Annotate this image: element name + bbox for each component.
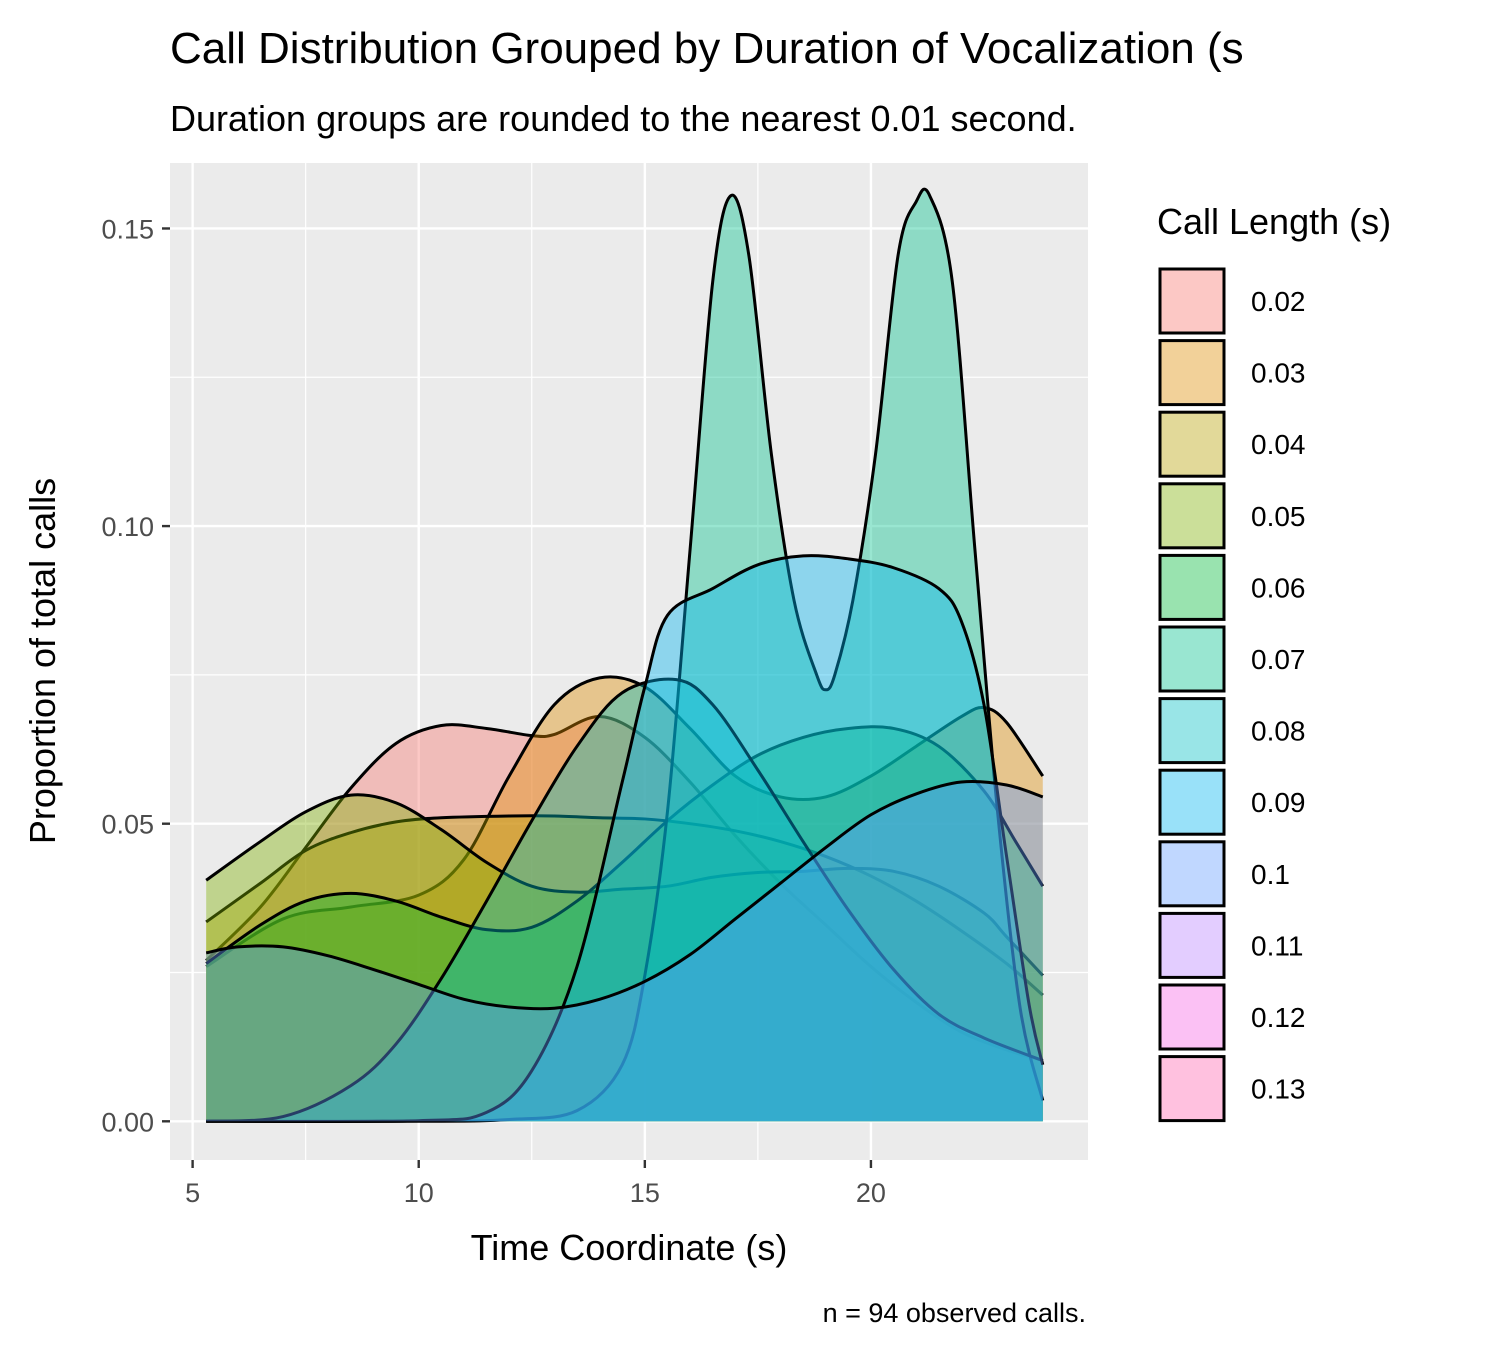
legend-swatch-0-13 [1158,1055,1226,1123]
density-line-0-08 [206,677,1044,1123]
legend-key-bg [1158,267,1226,335]
density-area-0-04 [206,815,1043,1122]
legend-key-bg [1158,410,1226,479]
density-areas [205,187,1045,1124]
legend-label: 0.12 [1251,1002,1306,1033]
legend: Call Length (s) 0.02 0.03 0.04 0.05 0.06 0.07… [1157,201,1391,1123]
legend-swatch-0-08 [1158,697,1226,765]
axes: 0.00 0.05 0.10 0.15 5 10 15 20 [101,214,886,1208]
density-line-0-09 [206,554,1045,1124]
density-area-0-05 [206,794,1043,1122]
legend-key-bg [1158,1054,1226,1123]
legend-key-bg [1158,625,1226,693]
legend-swatch-0-05 [1158,482,1226,550]
density-area-0-06 [206,726,1043,1122]
legend-label: 0.08 [1251,716,1306,747]
legend-key-bg [1158,338,1226,407]
legend-label: 0.06 [1251,572,1306,603]
y-tick-label: 0.05 [101,810,154,840]
legend-swatch-0-06 [1158,553,1226,621]
legend-key-bg [1158,481,1226,550]
legend-label: 0.1 [1251,859,1290,890]
legend-swatch-0-12 [1158,983,1226,1051]
legend-key-bg [1158,983,1226,1051]
legend-label: 0.03 [1251,358,1306,389]
x-tick-label: 20 [856,1178,886,1208]
density-line-0-04 [205,814,1044,997]
legend-swatch-0-09 [1158,768,1226,836]
density-line-0-02 [205,715,1044,1063]
legend-label: 0.09 [1251,787,1306,818]
legend-swatch-0-07 [1158,625,1226,693]
legend-swatch-0-1 [1158,840,1226,908]
x-tick-label: 10 [404,1178,434,1208]
legend-label: 0.05 [1251,501,1306,532]
y-tick-label: 0.00 [101,1107,154,1137]
x-tick-label: 5 [185,1178,200,1208]
density-line-0-07 [206,187,1045,1123]
density-line-0-06 [205,725,1045,965]
legend-swatch-0-03 [1158,339,1226,407]
density-area-0-03 [206,676,1043,1122]
density-line-0-1 [205,780,1044,1011]
y-tick-label: 0.15 [101,214,154,244]
legend-swatch-0-11 [1158,911,1226,979]
y-axis-title: Proportion of total calls [22,478,63,844]
legend-label: 0.04 [1251,429,1306,460]
legend-label: 0.11 [1251,930,1303,961]
legend-key-bg [1158,768,1226,837]
legend-label: 0.07 [1251,644,1306,675]
density-line-0-05 [205,793,1044,977]
x-tick-label: 15 [630,1178,660,1208]
legend-title: Call Length (s) [1157,201,1391,242]
density-area-0-1 [206,781,1043,1122]
density-line-0-03 [205,675,1045,968]
legend-key-bg [1158,911,1226,980]
plot-panel [170,163,1088,1160]
chart-caption: n = 94 observed calls. [823,1298,1086,1328]
legend-label: 0.02 [1251,286,1306,317]
legend-key-bg [1158,553,1226,622]
y-tick-label: 0.10 [101,512,154,542]
density-area-0-09 [206,555,1043,1122]
chart-subtitle: Duration groups are rounded to the neare… [170,98,1077,139]
x-axis-title: Time Coordinate (s) [471,1227,788,1268]
legend-swatch-0-02 [1158,267,1226,335]
legend-key-bg [1158,696,1226,765]
legend-key-bg [1158,839,1226,908]
legend-label: 0.13 [1251,1074,1306,1105]
chart-title: Call Distribution Grouped by Duration of… [170,24,1244,73]
density-area-0-08 [206,679,1043,1122]
legend-swatch-0-04 [1158,410,1226,478]
